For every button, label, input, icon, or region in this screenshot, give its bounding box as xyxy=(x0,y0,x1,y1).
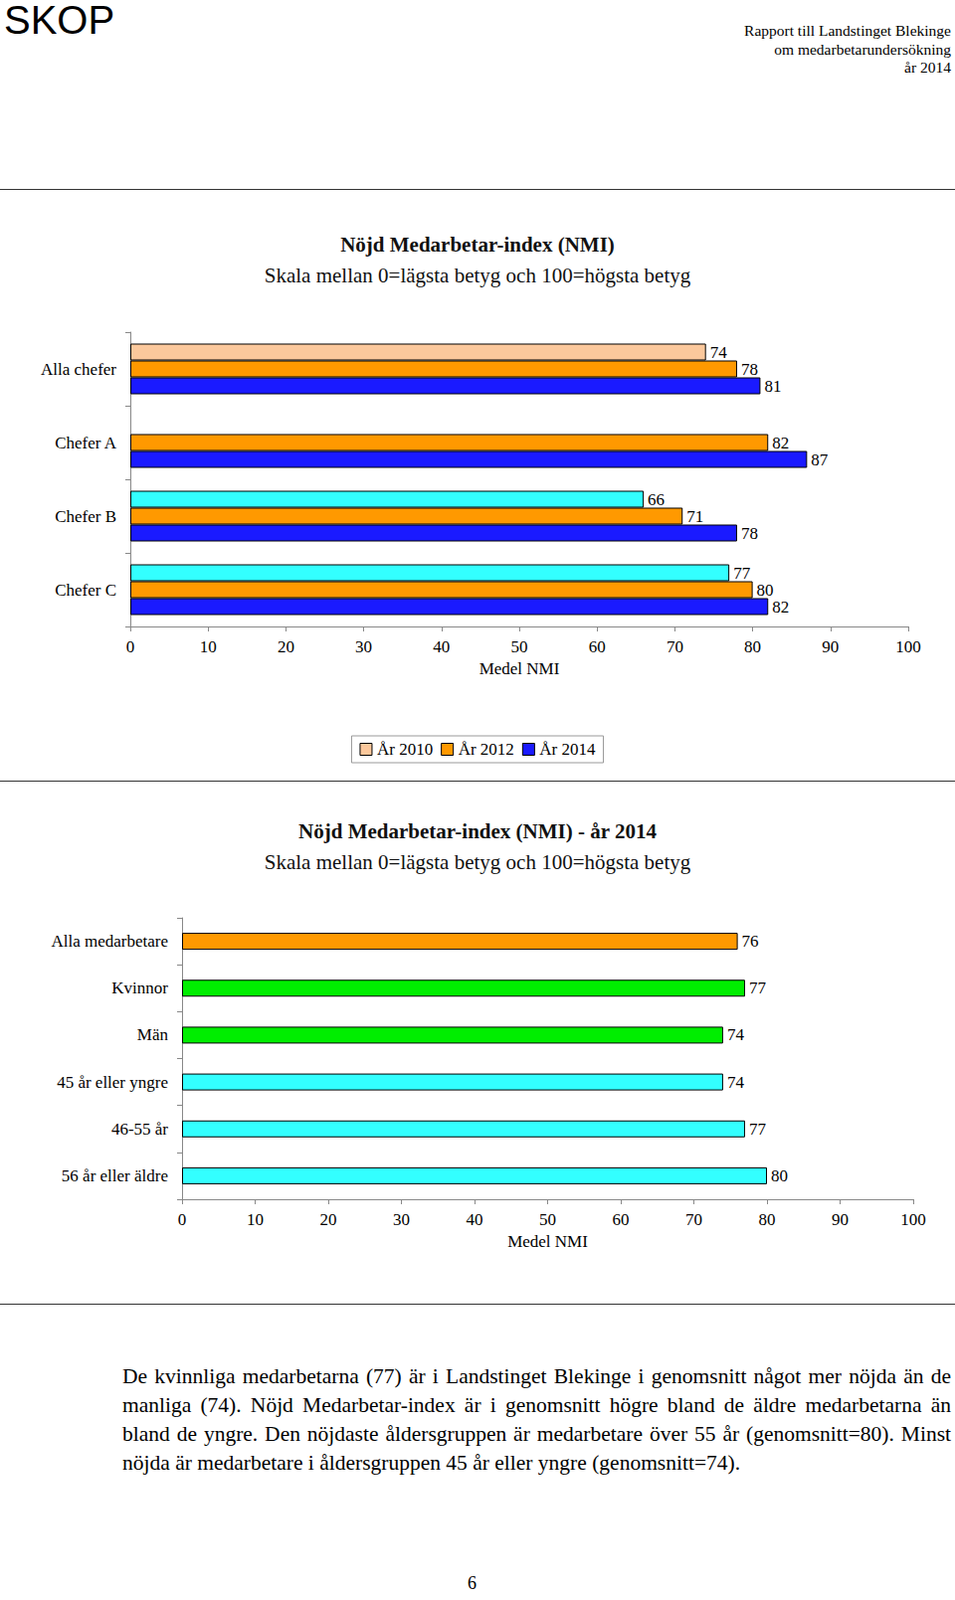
svg-text:30: 30 xyxy=(355,637,373,657)
svg-text:74: 74 xyxy=(727,1025,746,1045)
svg-text:71: 71 xyxy=(686,507,704,527)
svg-text:78: 78 xyxy=(741,360,759,380)
svg-text:77: 77 xyxy=(749,978,767,998)
svg-text:År 2014: År 2014 xyxy=(539,740,596,760)
svg-text:100: 100 xyxy=(900,1210,927,1230)
svg-text:56 år eller äldre: 56 år eller äldre xyxy=(61,1166,169,1186)
svg-text:78: 78 xyxy=(741,524,759,544)
svg-text:90: 90 xyxy=(831,1210,849,1230)
svg-text:82: 82 xyxy=(771,433,789,453)
svg-text:46-55 år: 46-55 år xyxy=(111,1120,169,1140)
svg-text:Chefer A: Chefer A xyxy=(54,433,118,453)
svg-text:90: 90 xyxy=(821,637,839,657)
svg-text:År 2010: År 2010 xyxy=(377,740,433,760)
html-text:om medarbetarundersökning: om medarbetarundersökning xyxy=(774,40,952,58)
svg-text:60: 60 xyxy=(612,1210,630,1230)
svg-text:År 2012: År 2012 xyxy=(458,740,515,760)
svg-text:80: 80 xyxy=(757,580,774,600)
svg-text:50: 50 xyxy=(539,1210,557,1230)
svg-text:10: 10 xyxy=(199,637,217,657)
svg-text:80: 80 xyxy=(759,1210,776,1230)
svg-text:50: 50 xyxy=(511,637,529,657)
svg-text:Medel NMI: Medel NMI xyxy=(479,659,561,679)
svg-text:Nöjd Medarbetar-index (NMI): Nöjd Medarbetar-index (NMI) xyxy=(340,232,615,257)
html-text:år 2014: år 2014 xyxy=(904,58,952,76)
svg-text:70: 70 xyxy=(666,637,684,657)
svg-text:70: 70 xyxy=(685,1210,703,1230)
svg-text:60: 60 xyxy=(588,637,606,657)
svg-text:30: 30 xyxy=(392,1210,410,1230)
svg-text:Skala mellan 0=lägsta betyg oc: Skala mellan 0=lägsta betyg och 100=högs… xyxy=(264,263,692,288)
svg-text:45 år eller yngre: 45 år eller yngre xyxy=(56,1073,169,1093)
svg-text:66: 66 xyxy=(647,490,665,510)
svg-text:20: 20 xyxy=(320,1210,338,1230)
svg-text:Medel NMI: Medel NMI xyxy=(507,1232,588,1252)
svg-text:0: 0 xyxy=(126,637,136,657)
svg-text:100: 100 xyxy=(895,637,922,657)
svg-text:74: 74 xyxy=(710,343,729,363)
svg-text:77: 77 xyxy=(749,1120,767,1140)
svg-text:Alla chefer: Alla chefer xyxy=(40,360,117,380)
svg-text:40: 40 xyxy=(432,637,450,657)
svg-text:20: 20 xyxy=(277,637,295,657)
svg-text:74: 74 xyxy=(727,1073,746,1093)
svg-text:Män: Män xyxy=(137,1025,170,1045)
svg-text:76: 76 xyxy=(742,932,760,952)
svg-text:Alla medarbetare: Alla medarbetare xyxy=(50,932,169,952)
svg-text:Chefer C: Chefer C xyxy=(54,580,117,600)
html-text:6: 6 xyxy=(467,1573,477,1594)
svg-text:Kvinnor: Kvinnor xyxy=(111,978,169,998)
svg-text:82: 82 xyxy=(771,597,789,617)
svg-text:Skala mellan 0=lägsta betyg oc: Skala mellan 0=lägsta betyg och 100=högs… xyxy=(264,850,692,875)
html-text:De kvinnliga medarbetarna (77): De kvinnliga medarbetarna (77) är i Land… xyxy=(122,1364,952,1476)
svg-text:Nöjd Medarbetar-index (NMI) -: Nöjd Medarbetar-index (NMI) - år 2014 xyxy=(298,819,657,844)
svg-text:81: 81 xyxy=(764,377,781,396)
svg-text:80: 80 xyxy=(744,637,762,657)
svg-text:80: 80 xyxy=(770,1166,788,1186)
svg-text:77: 77 xyxy=(733,564,752,583)
svg-text:0: 0 xyxy=(178,1210,188,1230)
svg-text:40: 40 xyxy=(466,1210,484,1230)
html-text:Rapport till Landstinget Bleki: Rapport till Landstinget Blekinge xyxy=(744,21,952,39)
svg-text:10: 10 xyxy=(246,1210,264,1230)
svg-text:87: 87 xyxy=(810,450,829,470)
svg-text:Chefer B: Chefer B xyxy=(54,507,117,527)
